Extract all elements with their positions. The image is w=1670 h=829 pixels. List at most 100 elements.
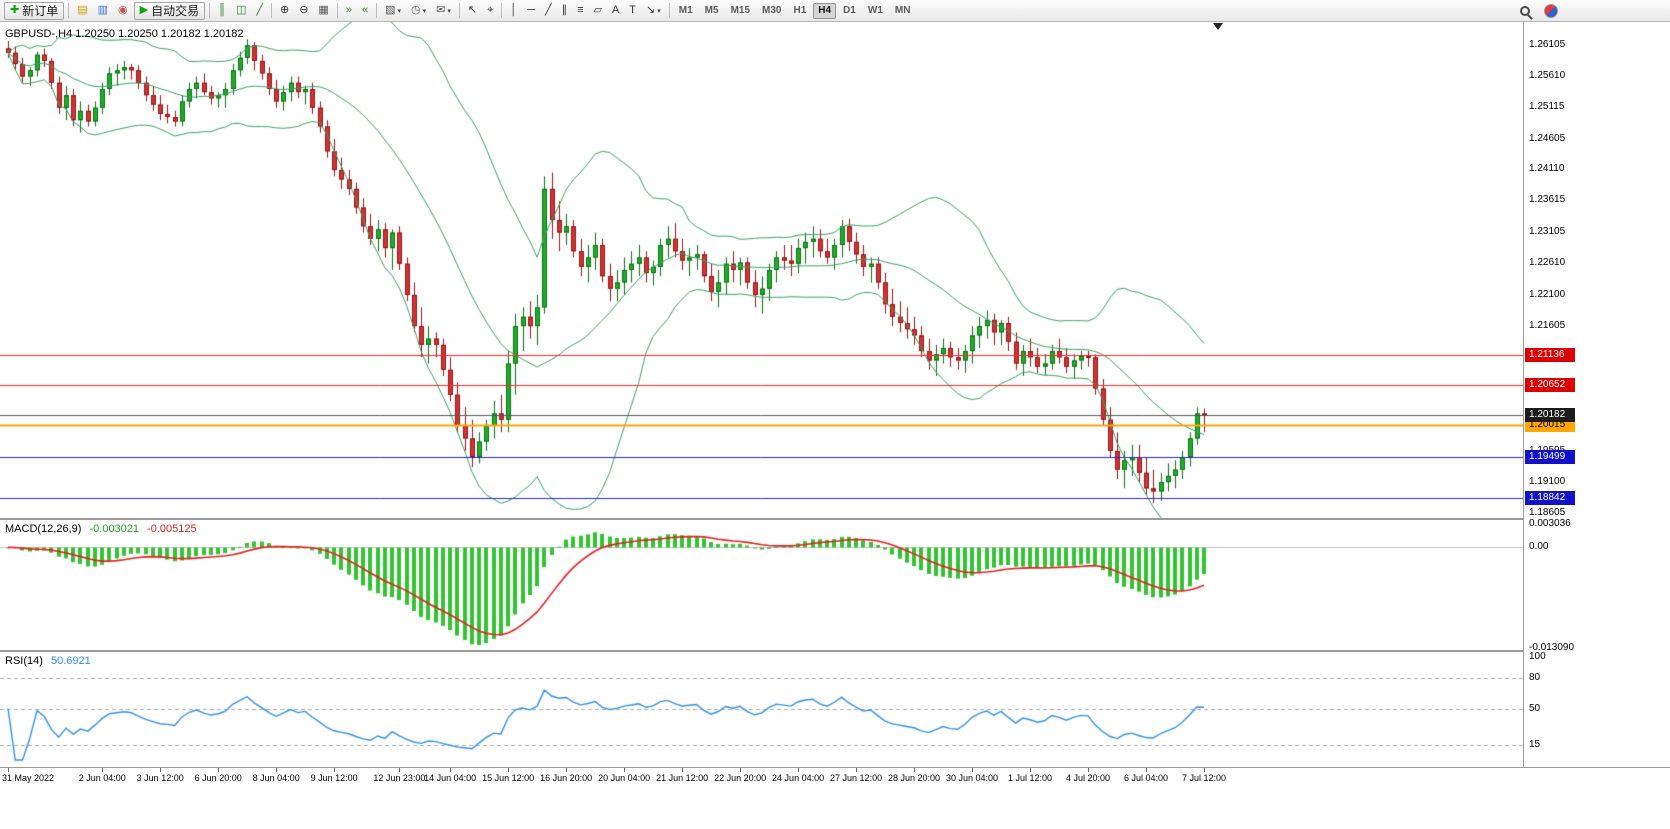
auto-trading-button[interactable]: ▶ 自动交易 [133,1,206,20]
text-icon[interactable]: A [608,2,623,20]
rsi-canvas[interactable] [0,652,1523,767]
timeframe-m1-button[interactable]: M1 [678,4,693,16]
resistance-line-2-tag[interactable]: 1.20652 [1525,378,1575,393]
time-axis-label: 7 Jul 12:00 [1181,773,1227,783]
time-axis-label: 15 Jun 12:00 [482,773,535,783]
charts-icon[interactable]: ▤ [73,2,91,20]
macd-axis-label: 0.003036 [1529,518,1571,529]
line-chart-icon-glyph: ╱ [256,4,263,16]
search-icon[interactable] [1520,6,1530,16]
tile-windows-icon-glyph: ▦ [318,4,329,16]
cursor-icon[interactable]: ↖ [464,2,481,20]
crosshair-icon[interactable]: ⌖ [483,2,497,20]
time-axis-label: 12 Jun 23:00 [373,773,426,783]
price-chart-canvas[interactable] [0,22,1523,518]
account-icon[interactable] [1544,4,1558,18]
timeframe-m15-button[interactable]: M15 [730,4,751,16]
current-price-line-tag[interactable]: 1.20182 [1525,407,1575,422]
time-axis-tick [914,768,915,772]
line-chart-icon[interactable]: ╱ [252,2,267,20]
new-chart-dropdown[interactable]: ▧ ▾ [381,2,405,20]
time-axis-tick [1088,768,1089,772]
templates-dropdown[interactable]: ✉ ▾ [432,2,455,20]
toolbar-separator [458,3,460,18]
new-order-button[interactable]: ✚ 新订单 [4,1,65,20]
toolbar-separator [209,3,211,18]
shapes-icon[interactable]: ▱ [589,2,605,20]
arrows-dropdown-caret[interactable]: ▾ [657,7,661,15]
timeframe-m5-button[interactable]: M5 [704,4,719,16]
timeframe-w1-button[interactable]: W1 [867,4,883,16]
vertical-line-icon[interactable]: │ [506,2,521,20]
support-line-1-tag[interactable]: 1.19499 [1525,450,1575,465]
time-axis-tick [8,768,9,772]
label-icon[interactable]: T [625,2,640,20]
price-axis-label: 1.26105 [1529,39,1566,50]
channel-icon[interactable]: ∥ [558,2,572,20]
vertical-line-icon-glyph: │ [510,4,518,16]
time-axis-label: 21 Jun 12:00 [656,773,709,783]
price-axis-label: 1.21605 [1529,319,1566,331]
toolbar-separator [336,3,338,18]
timeframe-h1-button[interactable]: H1 [793,4,807,16]
support-line-2-tag[interactable]: 1.18842 [1525,491,1575,506]
macd-axis-label: 0.00 [1529,541,1549,553]
new-order-button-label: 新订单 [22,4,59,18]
tile-windows-icon[interactable]: ▦ [314,2,332,20]
community-icon[interactable]: ◉ [114,2,132,20]
timeframe-mn-button[interactable]: MN [894,4,911,16]
time-axis-label: 28 Jun 20:00 [888,773,941,783]
time-axis-tick [682,768,683,772]
time-axis-tick [972,768,973,772]
toolbar-separator [68,3,70,18]
rsi-panel-splitter[interactable] [0,650,1670,652]
candlestick-chart-icon[interactable]: ◫ [232,2,250,20]
time-axis-tick [1146,768,1147,772]
timeframe-m30-button[interactable]: M30 [762,4,782,16]
chart-title: GBPUSD-,H4 1.20250 1.20250 1.20182 1.201… [5,28,244,40]
chart-shift-marker[interactable] [1213,23,1223,30]
community-icon-glyph: ◉ [118,4,128,16]
toolbar-right-group [1520,0,1558,22]
time-axis-label: 24 Jun 04:00 [772,773,825,783]
zoom-out-icon[interactable]: ⊖ [295,2,312,20]
toolbar: ✚ 新订单 ▤ ▥ ◉ ▶ 自动交易 ║ ◫ ╱ ⊕ ⊖ ▦» «▧ ▾ ◷ ▾ ✉ ▾ ↖ ⌖ │ ─ ╱ ∥ ≡ ▱ A T ↘ ▾ M… [0,0,1670,22]
time-axis[interactable]: 31 May 2022 2 Jun 04:00 3 Jun 12:00 6 Jun 2… [0,768,1523,788]
rsi-axis-label: 15 [1529,738,1541,750]
time-axis-label: 20 Jun 04:00 [598,773,651,783]
auto-trading-glyph: ▶ [139,4,149,16]
time-axis-label: 31 May 2022 [2,773,55,783]
periods-dropdown[interactable]: ◷ ▾ [407,2,430,20]
macd-canvas[interactable] [0,520,1523,650]
periods-dropdown-caret[interactable]: ▾ [422,7,427,15]
timeframe-d1-button[interactable]: D1 [843,4,856,16]
fibonacci-icon[interactable]: ≡ [573,2,587,20]
zoom-in-icon[interactable]: ⊕ [276,2,293,20]
price-axis-label: 1.25115 [1529,100,1565,112]
horizontal-line-icon[interactable]: ─ [523,2,539,20]
time-axis-label: 22 Jun 20:00 [714,773,767,783]
bar-chart-icon[interactable]: ║ [214,2,230,20]
timeframe-h4-button[interactable]: H4 [813,2,837,19]
toolbar-separator [270,3,272,18]
chart-shift-icon-glyph: « [361,4,369,16]
chart-shift-icon[interactable]: « [358,2,372,20]
resistance-line-1-tag[interactable]: 1.21136 [1525,348,1575,363]
time-axis-tick [450,768,451,772]
new-chart-dropdown-caret[interactable]: ▾ [397,7,401,15]
profiles-icon[interactable]: ▥ [94,2,112,20]
price-axis[interactable]: 1.26105 1.25610 1.25115 1.24605 1.24110 1.236… [1523,22,1670,767]
time-axis-label: 6 Jun 20:00 [194,773,242,783]
auto-scroll-icon-glyph: » [345,4,352,16]
trendline-icon[interactable]: ╱ [541,2,556,20]
templates-dropdown-caret[interactable]: ▾ [447,7,451,15]
channel-icon-glyph: ∥ [561,4,568,16]
new-order-glyph: ✚ [10,4,20,16]
time-axis-tick [856,768,857,772]
rsi-indicator-label: RSI(14) 50.6921 [5,655,91,667]
price-axis-label: 1.23105 [1529,226,1566,238]
macd-panel-splitter[interactable] [0,518,1670,520]
auto-scroll-icon[interactable]: » [342,2,356,20]
arrows-dropdown[interactable]: ↘ ▾ [642,2,665,20]
